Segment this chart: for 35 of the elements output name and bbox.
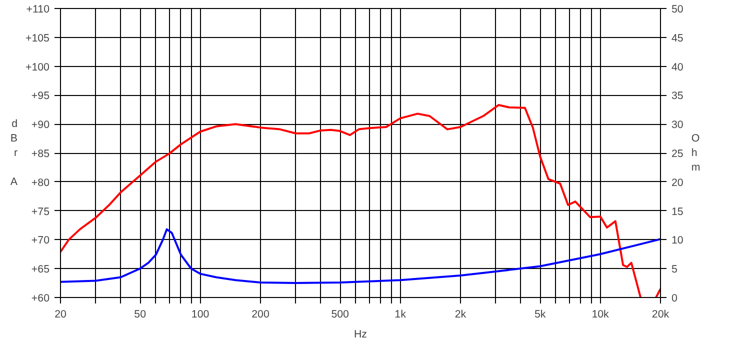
x-tick-label: 2k	[454, 308, 467, 320]
x-tick-label: 50	[134, 308, 146, 320]
y2-tick-label: 15	[672, 206, 684, 218]
y-tick-label: +70	[31, 234, 50, 247]
y-tick-label: +75	[31, 206, 50, 218]
y2-tick-label: 5	[672, 264, 678, 276]
x-tick-label: 5k	[534, 308, 546, 320]
x-tick-label: 20k	[652, 308, 670, 320]
y-tick-label: +95	[31, 90, 50, 102]
y-tick-label: +65	[31, 264, 50, 276]
y2-tick-label: 35	[672, 90, 684, 102]
y-tick-label: +110	[26, 4, 50, 16]
y2-axis-title: Ohm	[691, 132, 700, 174]
y2-tick-label: 50	[672, 4, 684, 16]
x-axis-title: Hz	[354, 328, 368, 340]
y2-tick-label: 45	[672, 32, 684, 44]
x-tick-label: 100	[191, 308, 210, 320]
y-tick-label: +90	[31, 119, 50, 132]
y2-tick-label: 10	[672, 234, 684, 247]
y2-tick-label: 25	[672, 148, 684, 160]
x-tick-label: 10k	[592, 308, 610, 320]
x-tick-label: 20	[54, 308, 66, 320]
y-tick-label: +80	[31, 176, 50, 189]
x-tick-label: 500	[331, 308, 350, 320]
y2-tick-label: 30	[672, 119, 684, 132]
y2-tick-label: 20	[672, 176, 684, 189]
y-tick-label: +100	[25, 61, 50, 74]
y2-tick-label: 0	[672, 292, 678, 304]
x-tick-label: 1k	[394, 308, 407, 320]
y2-tick-label: 40	[672, 61, 684, 74]
y-tick-label: +85	[31, 148, 50, 160]
text: dBr A	[10, 118, 18, 188]
y-tick-label: +105	[25, 32, 50, 44]
x-tick-label: 200	[252, 308, 270, 320]
y-tick-label: +60	[31, 292, 50, 304]
